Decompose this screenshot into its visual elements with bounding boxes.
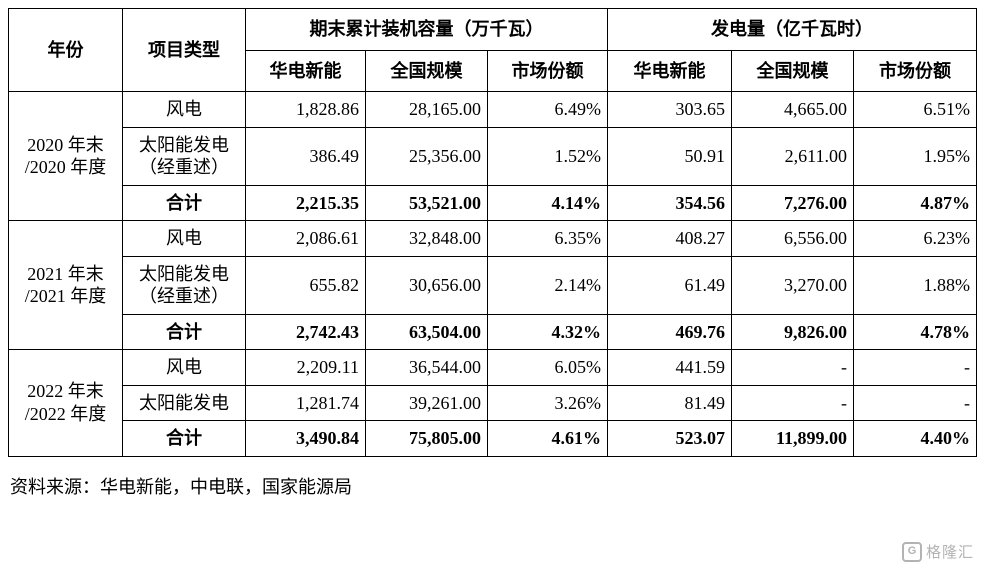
sub-header-cell: 全国规模 <box>365 49 488 92</box>
year-cell: 2021 年末 /2021 年度 <box>8 220 123 350</box>
project-type-cell: 风电 <box>122 349 246 386</box>
value-cell: 2,742.43 <box>245 313 366 350</box>
value-cell: 6.49% <box>487 91 608 128</box>
table-row: 太阳能发电 （经重述） 655.82 30,656.00 2.14% 61.49 3,27… <box>9 255 977 315</box>
value-cell: 4.32% <box>487 313 608 350</box>
value-cell: 2,611.00 <box>731 126 854 186</box>
value-cell: 9,826.00 <box>731 313 854 350</box>
table-row: 合计 2,215.35 53,521.00 4.14% 354.56 7,276.00 4.… <box>9 184 977 221</box>
value-cell: 4.40% <box>853 420 977 457</box>
watermark-logo-icon: G <box>901 541 922 562</box>
value-cell: 6,556.00 <box>731 220 854 257</box>
value-cell: 28,165.00 <box>365 91 488 128</box>
value-cell: 3,270.00 <box>731 255 854 315</box>
table-row: 2020 年末 /2020 年度 风电 1,828.86 28,165.00 6.49%… <box>8 91 977 221</box>
value-cell: 39,261.00 <box>365 384 488 421</box>
value-cell: 1,828.86 <box>245 91 366 128</box>
value-cell: 63,504.00 <box>365 313 488 350</box>
value-cell: 1,281.74 <box>245 384 366 421</box>
project-type-cell: 合计 <box>122 184 246 221</box>
year-cell: 2020 年末 /2020 年度 <box>8 91 123 221</box>
value-cell: 3,490.84 <box>245 420 366 457</box>
value-cell: 4.14% <box>487 184 608 221</box>
value-cell: 523.07 <box>607 420 732 457</box>
table-row: 合计 3,490.84 75,805.00 4.61% 523.07 11,899.00 4… <box>9 420 977 457</box>
watermark-text: 格隆汇 <box>925 544 974 561</box>
year-cell: 2022 年末 /2022 年度 <box>8 349 123 457</box>
table-row: 太阳能发电 1,281.74 39,261.00 3.26% 81.49- - <box>9 384 977 421</box>
project-type-cell: 风电 <box>122 91 246 128</box>
project-type-cell: 风电 <box>122 220 246 257</box>
capacity-generation-table: 年份 项目类型 期末累计装机容量（万千瓦） 发电量（亿千瓦时） 华电新能 全国规模… <box>8 8 977 457</box>
value-cell: 6.35% <box>487 220 608 257</box>
table-header: 年份 项目类型 期末累计装机容量（万千瓦） 发电量（亿千瓦时） 华电新能 全国规模… <box>8 8 977 92</box>
table-row: 合计 2,742.43 63,504.00 4.32% 469.76 9,826.00 4.… <box>9 313 977 350</box>
value-cell: 4.87% <box>853 184 977 221</box>
value-cell: 408.27 <box>607 220 732 257</box>
value-cell: 6.05% <box>487 349 608 386</box>
value-cell: 469.76 <box>607 313 732 350</box>
value-cell: 3.26% <box>487 384 608 421</box>
value-cell: 4,665.00 <box>731 91 854 128</box>
value-cell: 2,209.11 <box>245 349 366 386</box>
header-capacity-group: 期末累计装机容量（万千瓦） <box>245 8 608 51</box>
value-cell: 30,656.00 <box>365 255 488 315</box>
table-body: 2020 年末 /2020 年度 风电 1,828.86 28,165.00 6.49%… <box>8 91 977 457</box>
value-cell: 6.51% <box>853 91 977 128</box>
value-cell: 441.59 <box>607 349 732 386</box>
value-cell: 81.49 <box>607 384 732 421</box>
value-cell: 32,848.00 <box>365 220 488 257</box>
value-cell: - <box>853 384 977 421</box>
project-type-cell: 太阳能发电 <box>122 384 246 421</box>
table-row: 太阳能发电 （经重述） 386.49 25,356.00 1.52% 50.91 2,61… <box>9 126 977 186</box>
project-type-cell: 合计 <box>122 420 246 457</box>
value-cell: 50.91 <box>607 126 732 186</box>
value-cell: 655.82 <box>245 255 366 315</box>
value-cell: 4.78% <box>853 313 977 350</box>
project-type-cell: 太阳能发电 （经重述） <box>122 255 246 315</box>
value-cell: 11,899.00 <box>731 420 854 457</box>
sub-header-cell: 华电新能 <box>245 49 366 92</box>
project-type-cell: 合计 <box>122 313 246 350</box>
value-cell: - <box>731 384 854 421</box>
header-year: 年份 <box>8 8 123 92</box>
table-row: 2022 年末 /2022 年度 风电 2,209.11 36,544.00 6.05%… <box>8 349 977 457</box>
value-cell: 1.52% <box>487 126 608 186</box>
value-cell: 2,086.61 <box>245 220 366 257</box>
sub-header-cell: 华电新能 <box>607 49 732 92</box>
value-cell: 25,356.00 <box>365 126 488 186</box>
sub-header-cell: 全国规模 <box>731 49 854 92</box>
value-cell: 1.95% <box>853 126 977 186</box>
watermark: G 格隆汇 <box>901 541 974 562</box>
value-cell: 386.49 <box>245 126 366 186</box>
value-cell: 2,215.35 <box>245 184 366 221</box>
project-type-cell: 太阳能发电 （经重述） <box>122 126 246 186</box>
value-cell: 1.88% <box>853 255 977 315</box>
value-cell: 61.49 <box>607 255 732 315</box>
header-project-type: 项目类型 <box>122 8 246 92</box>
table-row: 2021 年末 /2021 年度 风电 2,086.61 32,848.00 6.35%… <box>8 220 977 350</box>
value-cell: - <box>853 349 977 386</box>
value-cell: 4.61% <box>487 420 608 457</box>
sub-header-cell: 市场份额 <box>487 49 608 92</box>
value-cell: 303.65 <box>607 91 732 128</box>
value-cell: - <box>731 349 854 386</box>
source-note: 资料来源：华电新能，中电联，国家能源局 <box>10 476 352 497</box>
value-cell: 75,805.00 <box>365 420 488 457</box>
header-generation-group: 发电量（亿千瓦时） <box>607 8 977 51</box>
value-cell: 6.23% <box>853 220 977 257</box>
sub-header-cell: 市场份额 <box>853 49 977 92</box>
sub-header-row: 华电新能 全国规模 市场份额 华电新能 全国规模 市场份额 <box>9 49 977 92</box>
value-cell: 36,544.00 <box>365 349 488 386</box>
value-cell: 2.14% <box>487 255 608 315</box>
value-cell: 53,521.00 <box>365 184 488 221</box>
value-cell: 7,276.00 <box>731 184 854 221</box>
value-cell: 354.56 <box>607 184 732 221</box>
